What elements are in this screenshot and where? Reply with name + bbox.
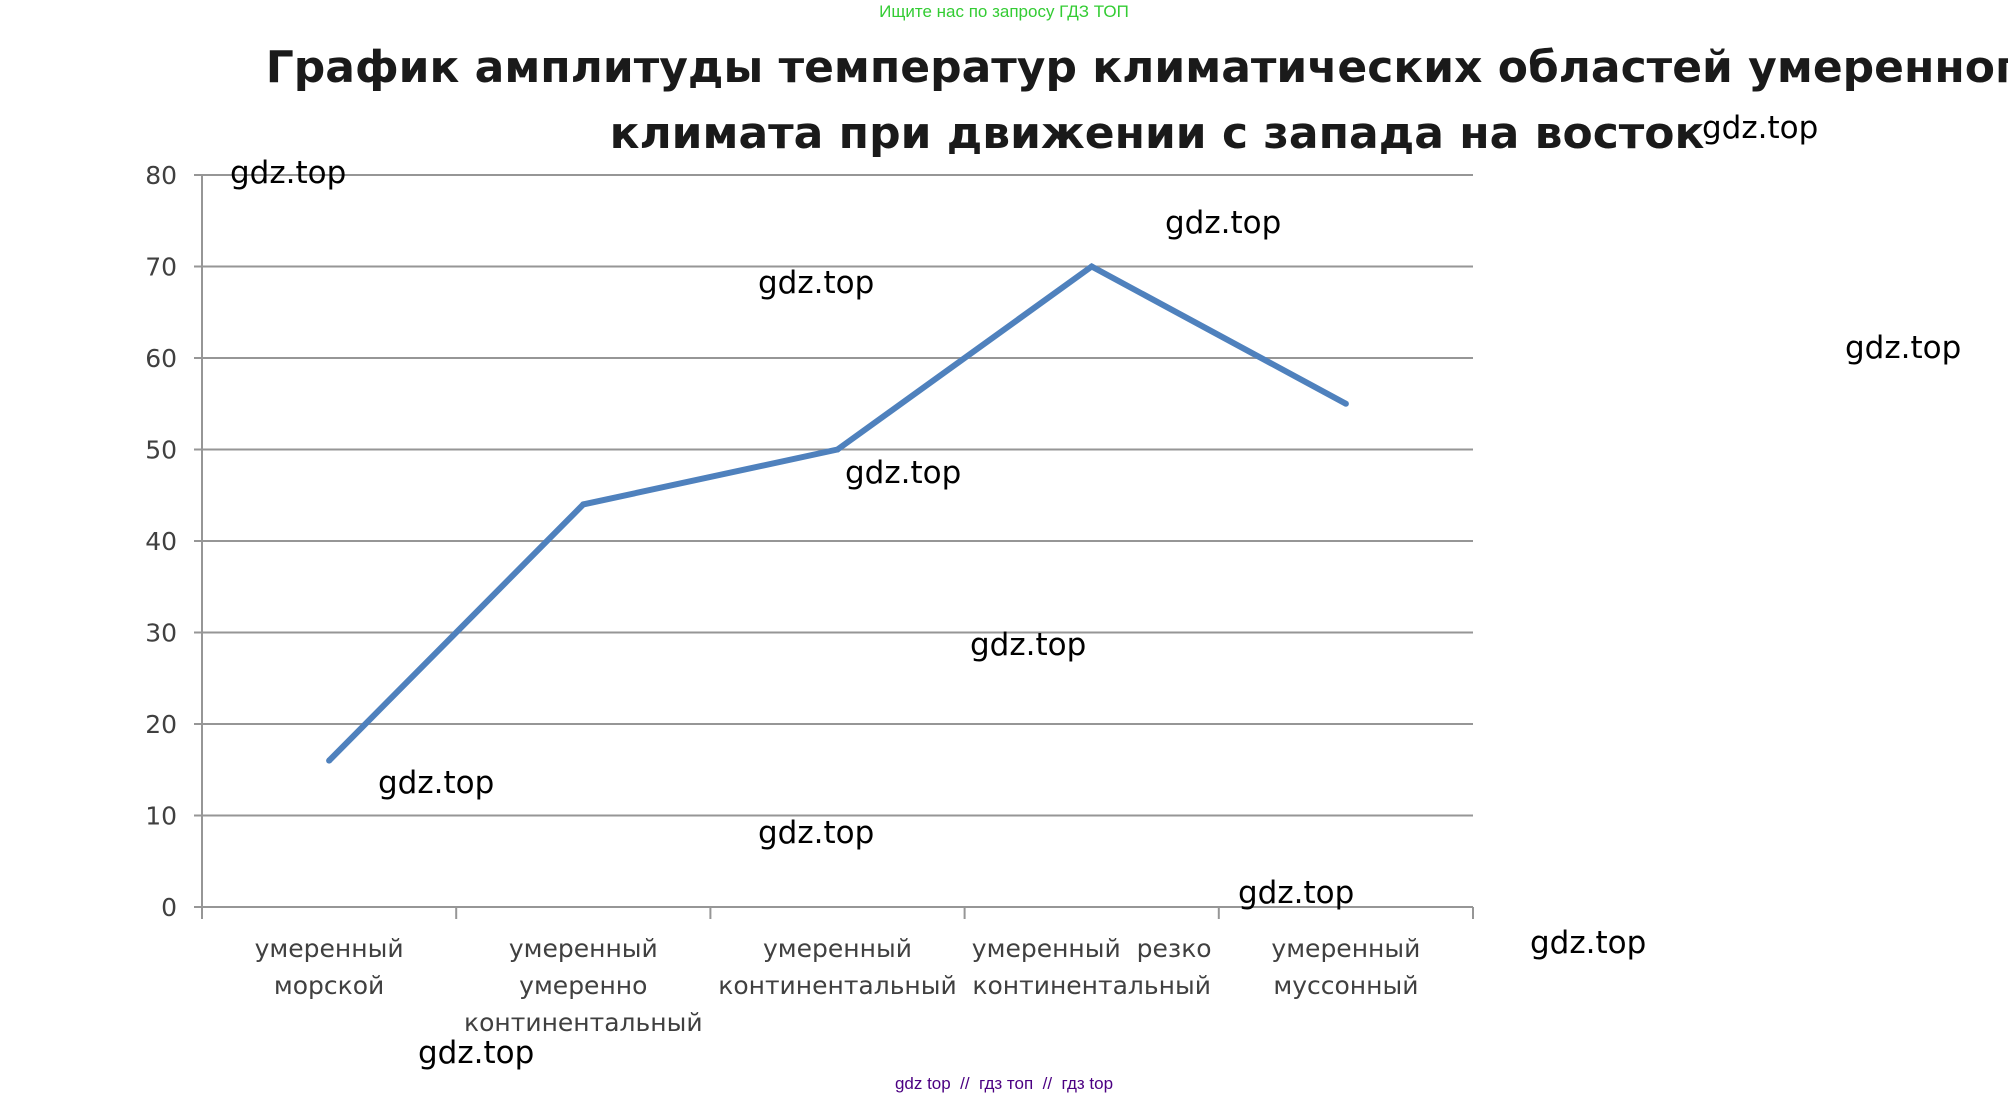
watermark-text: gdz.top [845,455,962,491]
data-point [326,757,333,764]
data-point [580,501,587,508]
y-tick-label: 60 [145,344,177,373]
data-point [834,446,841,453]
x-tick-label: умеренный континентальный [718,934,957,1000]
watermark-text: gdz.top [1845,330,1962,366]
y-tick-label: 20 [145,710,177,739]
chart-title: График амплитуды температур климатически… [266,42,2008,159]
y-tick-label: 10 [145,802,177,831]
y-tick-label: 30 [145,619,177,648]
x-tick-label: умеренный муссонный [1271,934,1420,1000]
watermark-text: gdz.top [758,265,875,301]
top-banner: Ищите нас по запросу ГДЗ ТОП [879,2,1129,21]
watermark-text: gdz.top [1238,875,1355,911]
watermark-text: gdz.top [970,627,1087,663]
data-point [1342,400,1349,407]
y-tick-label: 0 [161,893,177,922]
chart-title-line: климата при движении с запада на восток [610,108,1705,159]
data-point [1088,263,1095,270]
x-tick-label: умеренный резко континентальный [972,934,1212,1000]
watermark-text: gdz.top [1702,110,1819,146]
watermark-text: gdz.top [230,155,347,191]
y-tick-labels: 0 10 20 30 40 50 60 70 80 [145,161,177,922]
chart-title-line: График амплитуды температур климатически… [266,42,2008,93]
x-tick-label: умеренный умеренно континентальный [464,934,703,1037]
axes [201,175,1474,919]
watermark-text: gdz.top [418,1035,535,1071]
series-layer [326,262,1349,764]
watermark-text: gdz.top [1530,925,1647,961]
watermark-text: gdz.top [378,765,495,801]
y-tick-label: 50 [145,436,177,465]
watermark-text: gdz.top [1165,205,1282,241]
series-line [326,262,1348,763]
bottom-banner: gdz top // гдз топ // гдз top [894,1074,1114,1093]
watermark-text: gdz.top [758,815,875,851]
y-tick-label: 80 [145,161,177,190]
y-tick-label: 40 [145,527,177,556]
x-tick-label: умеренный морской [255,934,404,1000]
x-tick-labels: умеренный морской умеренный умеренно контине… [255,934,1421,1037]
y-tick-label: 70 [145,253,177,282]
